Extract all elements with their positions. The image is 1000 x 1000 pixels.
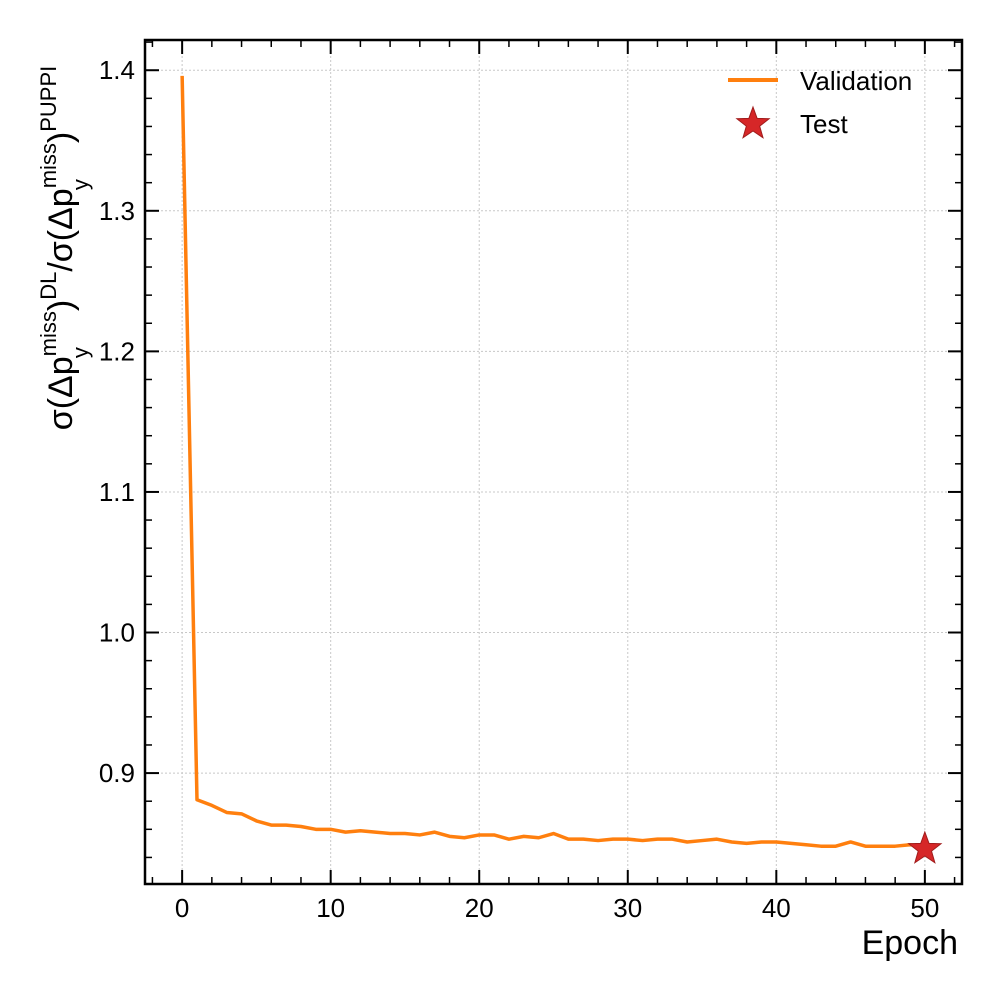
legend-label-validation: Validation — [800, 66, 912, 96]
y-tick-label: 1.1 — [99, 477, 135, 507]
y-tick-label: 1.2 — [99, 336, 135, 366]
y-tick-label: 0.9 — [99, 758, 135, 788]
y-axis-title: σ(Δpmiss y)DL/σ(Δpmiss y)PUPPI — [36, 66, 93, 431]
x-tick-label: 10 — [316, 893, 345, 923]
series-line-validation — [180, 75, 926, 848]
y-tick-label: 1.3 — [99, 196, 135, 226]
ticks: 0 10 20 30 40 50 0.9 1.0 1.1 1.2 1.3 1.4 — [99, 40, 962, 923]
test-point-star — [907, 830, 943, 864]
y-tick-label: 1.0 — [99, 618, 135, 648]
x-tick-label: 50 — [910, 893, 939, 923]
plot-frame — [143, 38, 964, 886]
series-layer — [180, 75, 943, 864]
legend: Validation Test — [728, 66, 912, 139]
x-tick-label: 0 — [175, 893, 189, 923]
legend-label-test: Test — [800, 109, 848, 139]
y-tick-label: 1.4 — [99, 55, 135, 85]
x-tick-label: 30 — [613, 893, 642, 923]
grid — [145, 40, 962, 884]
legend-star-icon — [735, 105, 771, 139]
x-tick-label: 20 — [465, 893, 494, 923]
x-axis-title: Epoch — [862, 924, 958, 962]
x-tick-label: 40 — [762, 893, 791, 923]
